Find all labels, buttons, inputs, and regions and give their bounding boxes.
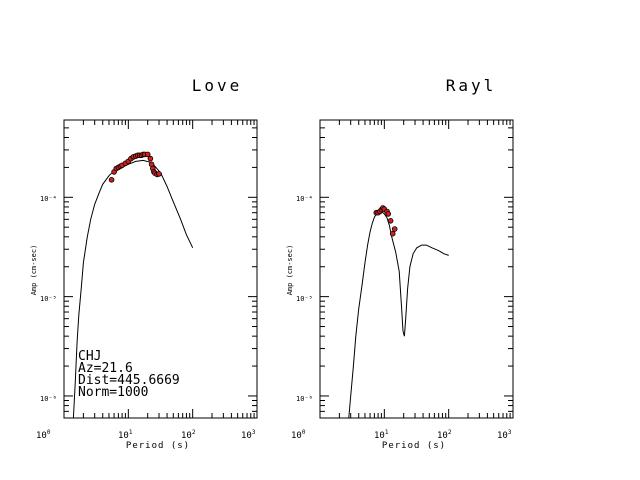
rayleigh-y-tick-labels: 10⁻⁶ 10⁻⁵ 10⁻⁴ [296, 195, 313, 403]
azimuth-label: Az=21.6 [78, 361, 133, 376]
love-panel: Love 100 101 102 103 10⁻⁶ 10⁻⁵ 10⁻⁴ Peri… [30, 76, 258, 451]
rayleigh-x-tick-label: 102 [437, 429, 452, 441]
rayleigh-x-tick-label: 101 [374, 429, 389, 441]
love-x-tick-label: 103 [241, 429, 256, 441]
rayleigh-x-tick-labels: 100 101 102 103 [291, 429, 512, 441]
station-info: CHJ Az=21.6 Dist=445.6669 Norm=1000 [78, 349, 180, 400]
love-y-tick-label: 10⁻⁶ [40, 395, 57, 403]
rayleigh-x-tick-label: 103 [497, 429, 512, 441]
love-x-tick-labels: 100 101 102 103 [36, 429, 256, 441]
norm-label: Norm=1000 [78, 385, 148, 400]
love-panel-title: Love [192, 76, 243, 95]
love-x-tick-label: 102 [181, 429, 196, 441]
rayleigh-observed-point [387, 218, 394, 224]
love-plot-frame [63, 119, 258, 419]
rayleigh-y-axis-label: Amp (cm-sec) [286, 245, 294, 296]
rayleigh-y-tick-label: 10⁻⁴ [296, 195, 313, 203]
rayleigh-observed-point [385, 211, 392, 217]
rayleigh-plot-area [319, 119, 514, 419]
rayleigh-plot-frame [319, 119, 514, 419]
rayleigh-panel-title: Rayl [446, 76, 497, 95]
love-observed-point [156, 171, 162, 177]
love-x-tick-label: 101 [118, 429, 133, 441]
rayleigh-observed-point [389, 230, 396, 237]
rayleigh-x-axis-label: Period (s) [382, 441, 446, 451]
rayleigh-panel: Rayl 100 101 102 103 10⁻⁶ 10⁻⁵ 10⁻⁴ Peri… [286, 76, 514, 451]
rayleigh-y-tick-label: 10⁻⁶ [296, 395, 313, 403]
rayleigh-x-tick-label: 100 [291, 429, 306, 441]
love-y-tick-label: 10⁻⁵ [40, 295, 57, 303]
love-y-axis-label: Amp (cm-sec) [30, 245, 38, 296]
love-observed-point [144, 151, 151, 158]
station-code: CHJ [78, 349, 101, 364]
love-y-tick-label: 10⁻⁴ [40, 195, 57, 203]
distance-label: Dist=445.6669 [78, 373, 180, 388]
rayleigh-model-curve [348, 210, 449, 419]
love-x-tick-label: 100 [36, 429, 51, 441]
rayleigh-observed-point [391, 226, 398, 232]
love-plot-area [63, 119, 258, 419]
love-observed-point [108, 177, 115, 183]
love-y-tick-labels: 10⁻⁶ 10⁻⁵ 10⁻⁴ [40, 195, 57, 403]
rayleigh-y-tick-label: 10⁻⁵ [296, 295, 313, 303]
love-observed-point [147, 155, 154, 162]
love-x-axis-label: Period (s) [126, 441, 190, 451]
